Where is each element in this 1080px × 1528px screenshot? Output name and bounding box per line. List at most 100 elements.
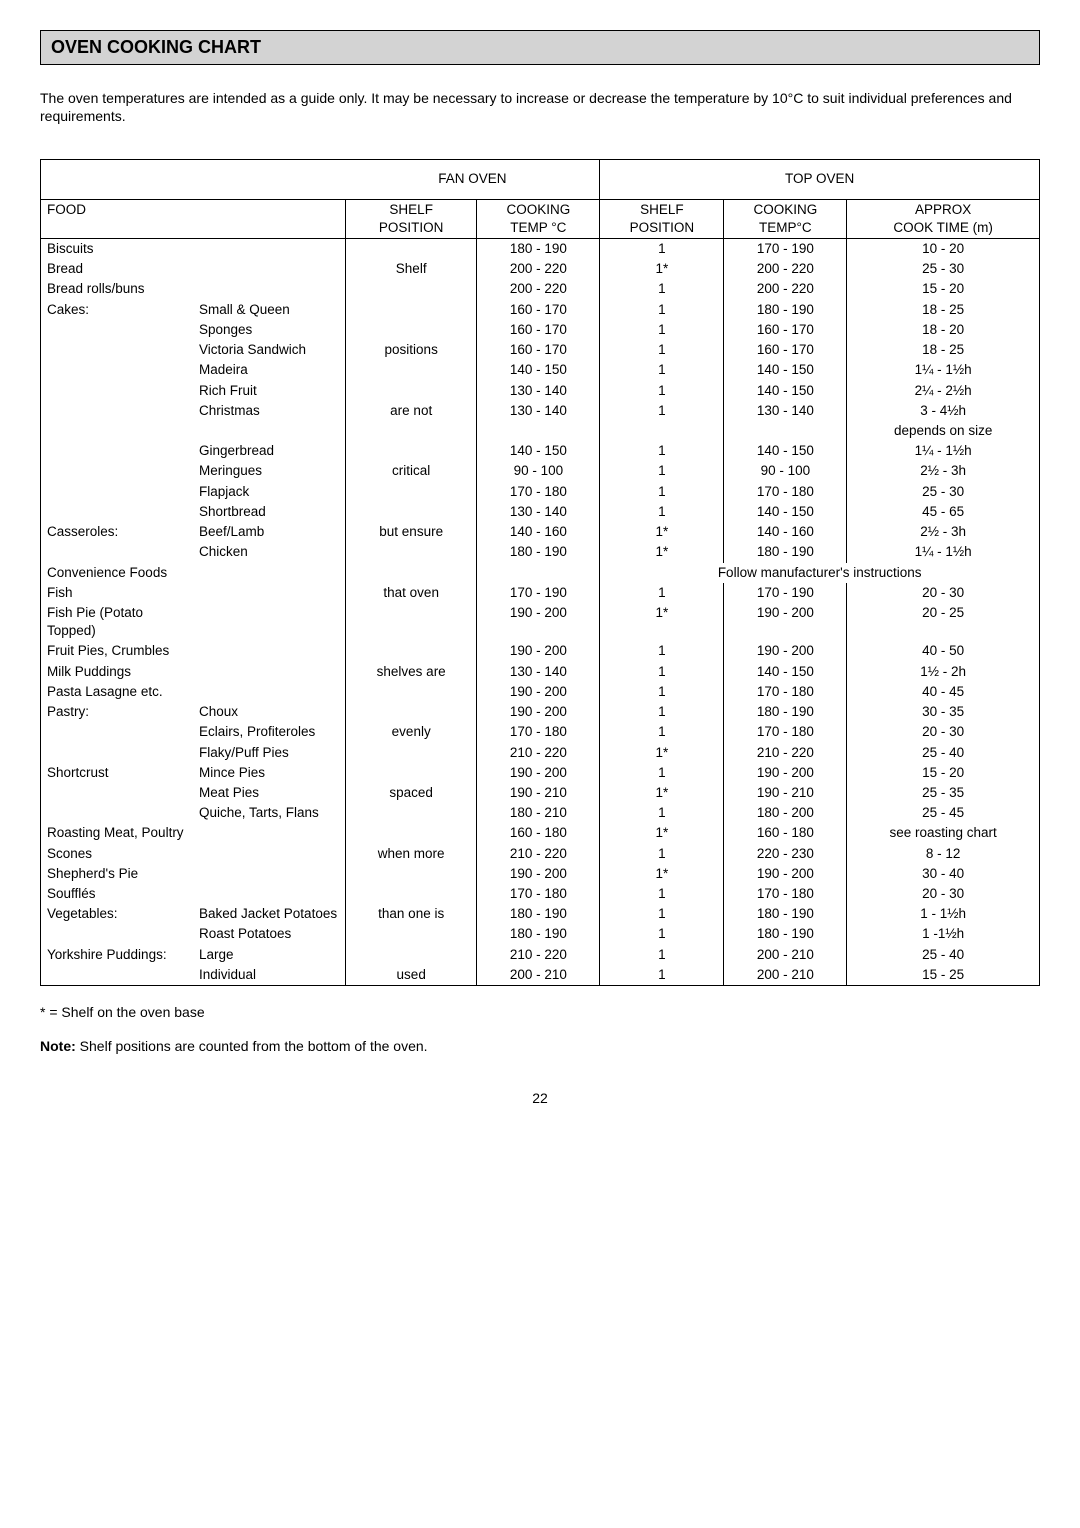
top-shelf-cell: 1	[600, 702, 724, 722]
fan-temp-cell: 190 - 200	[477, 682, 600, 702]
time-cell: 1 - 1½h	[847, 904, 1040, 924]
top-temp-cell: 160 - 170	[724, 320, 847, 340]
fan-temp-cell: 190 - 200	[477, 603, 600, 641]
top-temp-cell	[724, 421, 847, 441]
fan-shelf-cell: critical	[346, 461, 477, 481]
fan-shelf-cell	[346, 360, 477, 380]
top-shelf-cell: 1	[600, 482, 724, 502]
fan-temp-cell	[477, 563, 600, 583]
table-row-food	[41, 502, 194, 522]
top-shelf-cell: 1	[600, 763, 724, 783]
fan-shelf-cell	[346, 502, 477, 522]
time-cell: 2½ - 3h	[847, 461, 1040, 481]
fan-shelf-cell	[346, 884, 477, 904]
top-temp-cell: 160 - 170	[724, 340, 847, 360]
fan-temp-cell: 170 - 180	[477, 884, 600, 904]
top-shelf-cell: 1	[600, 662, 724, 682]
table-row-sub: Large	[193, 945, 346, 965]
table-row-sub: Small & Queen	[193, 300, 346, 320]
fan-temp-cell: 180 - 190	[477, 924, 600, 944]
approx-header: APPROXCOOK TIME (m)	[847, 199, 1040, 238]
fan-shelf-cell: positions	[346, 340, 477, 360]
fan-shelf-cell	[346, 682, 477, 702]
top-temp-cell: 190 - 200	[724, 603, 847, 641]
fan-shelf-cell	[346, 239, 477, 260]
top-shelf-cell: 1*	[600, 603, 724, 641]
time-cell: 2¼ - 2½h	[847, 381, 1040, 401]
fan-temp-cell: 180 - 190	[477, 542, 600, 562]
time-cell: 20 - 30	[847, 583, 1040, 603]
top-shelf-cell: 1	[600, 924, 724, 944]
table-row-food: Convenience Foods	[41, 563, 346, 583]
table-row-sub	[193, 603, 346, 641]
time-cell: 40 - 45	[847, 682, 1040, 702]
top-temp-cell: 200 - 220	[724, 259, 847, 279]
table-row-food: Biscuits	[41, 239, 194, 260]
time-cell: 25 - 35	[847, 783, 1040, 803]
top-shelf-cell: 1	[600, 722, 724, 742]
fan-shelf-cell	[346, 864, 477, 884]
table-row-food: Vegetables:	[41, 904, 194, 924]
time-cell: 15 - 20	[847, 279, 1040, 299]
fan-shelf-cell	[346, 823, 477, 843]
table-row-food	[41, 482, 194, 502]
top-temp-cell: 200 - 210	[724, 965, 847, 986]
table-row-sub: Baked Jacket Potatoes	[193, 904, 346, 924]
top-temp-cell: 170 - 190	[724, 239, 847, 260]
page-title: OVEN COOKING CHART	[40, 30, 1040, 65]
table-row-sub: Shortbread	[193, 502, 346, 522]
fan-temp-cell: 210 - 220	[477, 945, 600, 965]
table-row-food: Casseroles:	[41, 522, 194, 542]
top-shelf-cell: 1	[600, 239, 724, 260]
fan-temp-cell: 200 - 220	[477, 279, 600, 299]
time-cell: 20 - 30	[847, 722, 1040, 742]
top-temp-cell: 140 - 150	[724, 662, 847, 682]
top-temp-cell: 170 - 180	[724, 722, 847, 742]
top-shelf-cell: 1	[600, 320, 724, 340]
top-shelf-cell: 1	[600, 401, 724, 421]
fan-shelf-cell: than one is	[346, 904, 477, 924]
top-shelf-cell: 1	[600, 340, 724, 360]
time-cell: 20 - 30	[847, 884, 1040, 904]
fan-shelf-cell	[346, 743, 477, 763]
table-row-sub: Eclairs, Profiteroles	[193, 722, 346, 742]
fan-shelf-cell	[346, 320, 477, 340]
top-temp-cell: 140 - 150	[724, 360, 847, 380]
time-cell: 25 - 30	[847, 259, 1040, 279]
time-cell: 1½ - 2h	[847, 662, 1040, 682]
top-shelf-cell: 1*	[600, 259, 724, 279]
table-row-food	[41, 803, 194, 823]
top-shelf-cell: 1*	[600, 743, 724, 763]
table-row-food: Shepherd's Pie	[41, 864, 194, 884]
table-row-sub	[193, 259, 346, 279]
fan-shelf-cell	[346, 803, 477, 823]
table-row-food: Pasta Lasagne etc.	[41, 682, 194, 702]
table-row-food: Soufflés	[41, 884, 194, 904]
fan-shelf-cell: that oven	[346, 583, 477, 603]
top-shelf-header: SHELFPOSITION	[600, 199, 724, 238]
table-row-sub: Sponges	[193, 320, 346, 340]
fan-oven-header: FAN OVEN	[346, 160, 600, 199]
top-temp-cell: 180 - 190	[724, 702, 847, 722]
fan-cook-header: COOKINGTEMP °C	[477, 199, 600, 238]
top-shelf-cell: 1*	[600, 864, 724, 884]
fan-temp-cell: 190 - 200	[477, 763, 600, 783]
fan-temp-cell: 140 - 150	[477, 360, 600, 380]
time-cell: 25 - 40	[847, 743, 1040, 763]
fan-temp-cell: 190 - 200	[477, 864, 600, 884]
fan-shelf-cell	[346, 300, 477, 320]
fan-temp-cell: 190 - 200	[477, 641, 600, 661]
table-row-sub: Victoria Sandwich	[193, 340, 346, 360]
top-temp-cell: 140 - 150	[724, 502, 847, 522]
table-row-sub: Individual	[193, 965, 346, 986]
table-row-sub	[193, 823, 346, 843]
time-cell: 1¼ - 1½h	[847, 441, 1040, 461]
top-temp-cell: 180 - 200	[724, 803, 847, 823]
fan-temp-cell: 140 - 160	[477, 522, 600, 542]
top-shelf-cell: 1	[600, 381, 724, 401]
note-label: Note:	[40, 1038, 76, 1054]
table-row-food	[41, 924, 194, 944]
time-cell: 45 - 65	[847, 502, 1040, 522]
table-row-sub: Meringues	[193, 461, 346, 481]
fan-temp-cell: 130 - 140	[477, 662, 600, 682]
